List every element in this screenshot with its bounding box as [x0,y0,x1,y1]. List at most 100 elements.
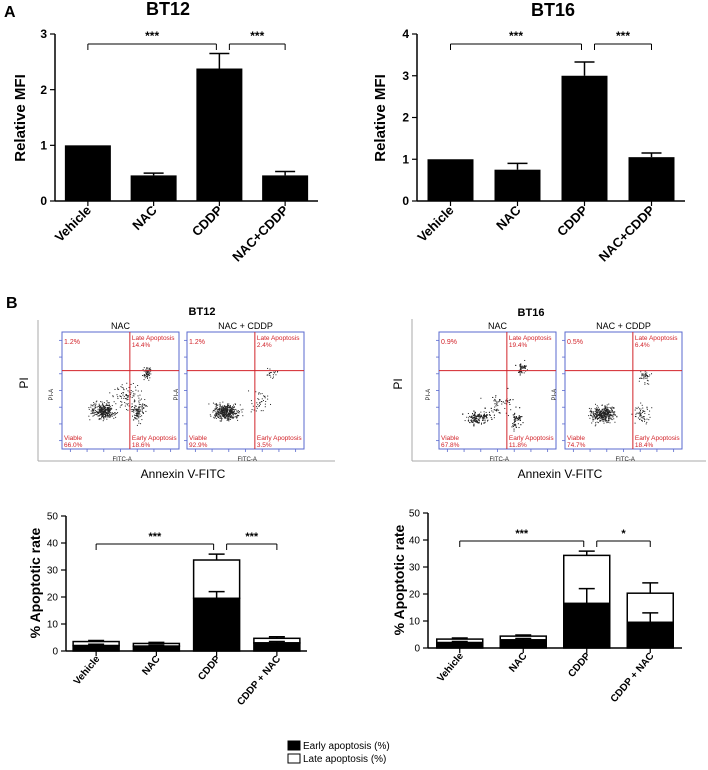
flow-dot [92,411,94,413]
flow-dot [224,410,226,412]
flow-dot [473,415,475,417]
flow-dot [225,409,227,411]
flow-dot [607,409,609,411]
flow-dot [95,414,97,416]
flow-dot [148,374,150,376]
flow-dot [221,410,223,412]
flow-dot [235,408,237,410]
flow-dot [592,417,594,419]
bar-early [626,621,674,649]
flow-dot [523,367,525,369]
flow-dot [477,415,479,417]
flow-dot [143,379,145,381]
flow-dot [646,383,648,385]
flow-dot [228,414,230,416]
flow-dot [607,412,609,414]
flow-dot [219,414,221,416]
flow-dot [259,393,261,395]
flow-dot [605,406,607,408]
flow-dot [519,407,521,409]
flow-dot [640,416,642,418]
flow-dot [217,413,219,415]
flow-dot [639,377,641,379]
flow-dot [520,366,522,368]
flow-dot [267,398,269,400]
flow-dot [231,407,233,409]
flow-dot [596,415,598,417]
flow-dot [269,372,271,374]
flow-dot [90,404,92,406]
flow-dot [141,407,143,409]
flow-dot [224,411,226,413]
flow-dot [606,422,608,424]
flow-dot [518,417,520,419]
x-tick-label: CDDP [189,202,226,239]
quadrant-ur-label: Late Apoptosis [509,335,552,342]
flow-dot [230,409,232,411]
flow-dot [224,414,226,416]
flow-dot [468,419,470,421]
flow-dot [105,407,107,409]
flow-dot [108,416,110,418]
flow-dot [102,403,104,405]
flow-dot [595,417,597,419]
flow-dot [103,413,105,415]
flow-dot [111,414,113,416]
panel-a-label: A [4,4,16,21]
sig-label: *** [245,531,259,543]
flow-dot [484,415,486,417]
flow-dot [264,397,266,399]
flow-dot [478,419,480,421]
quadrant-ur-value: 14.4% [132,342,151,349]
flow-dots [462,359,528,432]
flow-dot [504,402,506,404]
flow-dot [608,419,610,421]
flow-dot [646,418,648,420]
flow-dot [516,417,518,419]
x-tick-label: CDDP + NAC [609,651,657,705]
flow-dot [601,412,603,414]
flow-dot [231,409,233,411]
flow-dot [227,403,229,405]
flow-dot [520,371,522,373]
flow-dot [214,409,216,411]
flow-dot [606,416,608,418]
flow-dot [220,412,222,414]
flow-dot [229,412,231,414]
flow-dot [478,419,480,421]
flow-dot [219,409,221,411]
flow-dot [226,413,228,415]
flow-dot [230,415,232,417]
flow-dot [102,413,104,415]
flow-dot [110,408,112,410]
flow-dot [227,409,229,411]
flow-dot [110,407,112,409]
flow-dot [603,414,605,416]
flow-dot [478,413,480,415]
x-tick-label: CDDP [554,202,591,239]
flow-dot [599,412,601,414]
flow-dot [642,411,644,413]
chart2-title: BT16 [531,0,575,20]
flow-dot [230,411,232,413]
flow-x-axis-caption: FITC-A [113,457,132,463]
flow-dots [588,370,653,427]
flow-dot [606,409,608,411]
flow-dot [237,411,239,413]
flow-dot [232,409,234,411]
flow-dot [603,412,605,414]
flow-dot [598,413,600,415]
flow-dot [115,409,117,411]
flow-dot [518,416,520,418]
flow-dot [643,418,645,420]
flow-dot [113,413,115,415]
y-tick-label: 10 [409,617,421,628]
flow-dot [592,413,594,415]
flow-dot [516,419,518,421]
flow-dot [104,410,106,412]
flow-dot [99,411,101,413]
flow-dot [608,414,610,416]
flow-dot [109,407,111,409]
flow-dot [233,410,235,412]
